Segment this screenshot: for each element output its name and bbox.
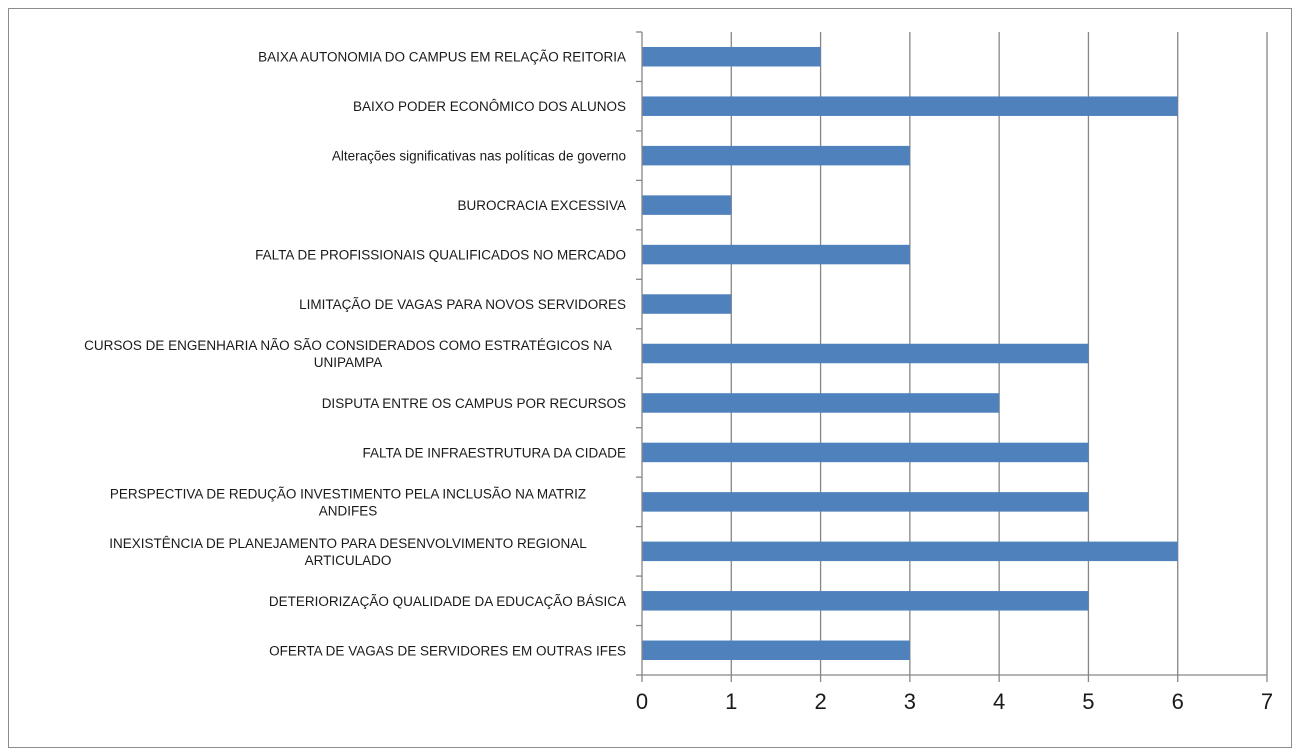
category-label-line: DISPUTA ENTRE OS CAMPUS POR RECURSOS (322, 396, 626, 411)
category-label: INEXISTÊNCIA DE PLANEJAMENTO PARA DESENV… (109, 536, 587, 568)
bar (642, 145, 910, 166)
category-label-line: BAIXA AUTONOMIA DO CAMPUS EM RELAÇÃO REI… (258, 50, 626, 65)
category-label-line: FALTA DE INFRAESTRUTURA DA CIDADE (362, 445, 626, 460)
category-label-line: PERSPECTIVA DE REDUÇÃO INVESTIMENTO PELA… (110, 486, 586, 501)
bar (642, 294, 732, 314)
category-label-line: BUROCRACIA EXCESSIVA (457, 198, 626, 213)
bar (642, 244, 910, 265)
category-label-line: UNIPAMPA (314, 355, 383, 370)
bar (642, 442, 1089, 463)
category-label: CURSOS DE ENGENHARIA NÃO SÃO CONSIDERADO… (84, 338, 612, 370)
bar (642, 96, 1178, 116)
category-labels: BAIXA AUTONOMIA DO CAMPUS EM RELAÇÃO REI… (84, 50, 626, 659)
category-label-line: Alterações significativas nas políticas … (332, 149, 626, 164)
x-tick-label: 6 (1172, 689, 1184, 714)
bar (642, 541, 1178, 562)
category-label: PERSPECTIVA DE REDUÇÃO INVESTIMENTO PELA… (110, 486, 586, 518)
x-tick-label: 3 (904, 689, 916, 714)
x-tick-label: 1 (725, 689, 737, 714)
bar (642, 591, 1089, 611)
category-label: BAIXA AUTONOMIA DO CAMPUS EM RELAÇÃO REI… (258, 50, 626, 65)
bar (642, 343, 1089, 364)
category-label: BUROCRACIA EXCESSIVA (457, 198, 626, 213)
category-label-line: DETERIORIZAÇÃO QUALIDADE DA EDUCAÇÃO BÁS… (269, 594, 626, 609)
bar-layer (642, 46, 1178, 661)
x-tick-label: 0 (636, 689, 648, 714)
category-label-line: ANDIFES (319, 503, 378, 518)
x-tick-label: 7 (1261, 689, 1273, 714)
category-label-line: BAIXO PODER ECONÔMICO DOS ALUNOS (353, 99, 626, 114)
category-label: DETERIORIZAÇÃO QUALIDADE DA EDUCAÇÃO BÁS… (269, 594, 626, 609)
category-label-line: OFERTA DE VAGAS DE SERVIDORES EM OUTRAS … (269, 643, 626, 658)
category-label-line: LIMITAÇÃO DE VAGAS PARA NOVOS SERVIDORES (299, 297, 626, 312)
x-tick-label: 4 (993, 689, 1005, 714)
category-label: DISPUTA ENTRE OS CAMPUS POR RECURSOS (322, 396, 626, 411)
bar (642, 195, 732, 215)
category-label: Alterações significativas nas políticas … (332, 149, 626, 164)
axis-layer (636, 31, 1268, 682)
category-label-line: ARTICULADO (305, 553, 392, 568)
bar (642, 46, 821, 67)
category-label: FALTA DE INFRAESTRUTURA DA CIDADE (362, 445, 626, 460)
category-label-line: FALTA DE PROFISSIONAIS QUALIFICADOS NO M… (255, 248, 626, 263)
x-tick-labels: 0 1 2 3 4 5 6 7 (636, 689, 1273, 714)
category-label-line: INEXISTÊNCIA DE PLANEJAMENTO PARA DESENV… (109, 536, 587, 551)
category-label-line: CURSOS DE ENGENHARIA NÃO SÃO CONSIDERADO… (84, 338, 612, 353)
bar (642, 393, 1000, 413)
bar (642, 492, 1089, 512)
x-tick-label: 5 (1082, 689, 1094, 714)
bar-chart: BAIXA AUTONOMIA DO CAMPUS EM RELAÇÃO REI… (84, 31, 1273, 714)
chart-frame (8, 8, 1292, 748)
bar (642, 640, 910, 661)
category-label: FALTA DE PROFISSIONAIS QUALIFICADOS NO M… (255, 248, 626, 263)
x-tick-label: 2 (814, 689, 826, 714)
category-label: BAIXO PODER ECONÔMICO DOS ALUNOS (353, 99, 626, 114)
category-label: LIMITAÇÃO DE VAGAS PARA NOVOS SERVIDORES (299, 297, 626, 312)
category-label: OFERTA DE VAGAS DE SERVIDORES EM OUTRAS … (269, 643, 626, 658)
